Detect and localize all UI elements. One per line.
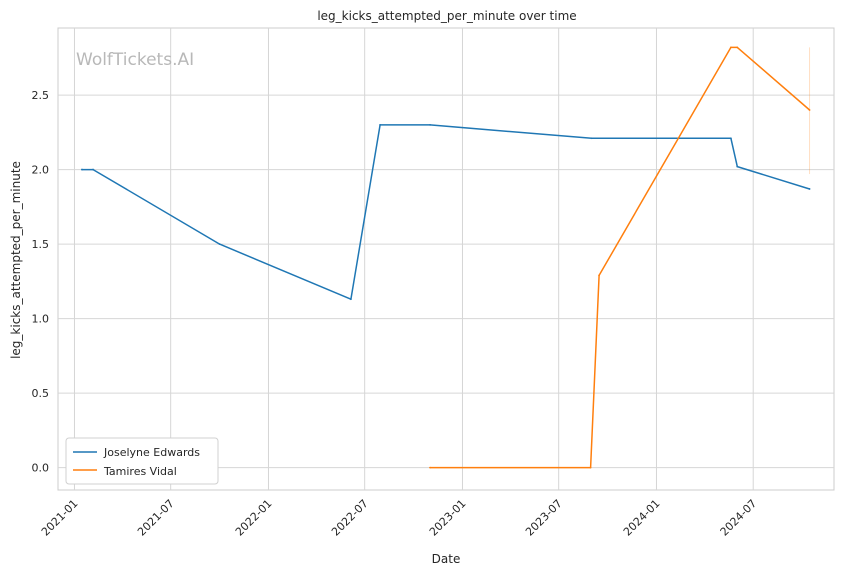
legend-box bbox=[65, 437, 219, 485]
data-point bbox=[808, 109, 811, 111]
x-tick-label: 2024-01 bbox=[621, 497, 663, 539]
y-tick-label: 1.5 bbox=[32, 238, 50, 251]
data-point bbox=[429, 466, 431, 469]
data-point bbox=[590, 137, 593, 140]
legend-label-joselyne: Joselyne Edwards bbox=[103, 446, 200, 459]
plot-area bbox=[57, 27, 835, 491]
grid-lines bbox=[58, 28, 834, 490]
x-tick-label: 2023-07 bbox=[523, 497, 565, 539]
chart-title: leg_kicks_attempted_per_minute over time bbox=[317, 9, 576, 23]
y-tick-label: 0.0 bbox=[32, 462, 50, 475]
legend: Joselyne Edwards Tamires Vidal bbox=[65, 437, 219, 485]
data-point bbox=[379, 123, 381, 126]
x-tick-label: 2024-07 bbox=[718, 497, 760, 539]
data-point bbox=[218, 243, 221, 245]
data-point bbox=[808, 188, 811, 190]
x-tick-label: 2022-01 bbox=[233, 497, 275, 539]
data-point bbox=[736, 165, 739, 168]
series-line-1 bbox=[430, 46, 811, 469]
data-point bbox=[598, 274, 600, 277]
data-point bbox=[92, 168, 94, 171]
x-axis-label: Date bbox=[432, 552, 461, 566]
x-tick-label: 2021-07 bbox=[135, 497, 177, 539]
data-point bbox=[729, 46, 732, 49]
y-tick-label: 2.0 bbox=[32, 164, 50, 177]
series-lines bbox=[81, 46, 811, 469]
y-axis-label: leg_kicks_attempted_per_minute bbox=[9, 161, 23, 359]
data-point bbox=[429, 123, 431, 126]
data-point bbox=[349, 298, 352, 301]
y-tick-label: 1.0 bbox=[32, 313, 50, 326]
legend-label-tamires: Tamires Vidal bbox=[103, 465, 177, 478]
watermark: WolfTickets.AI bbox=[76, 50, 194, 70]
data-point bbox=[81, 168, 83, 171]
y-tick-label: 0.5 bbox=[32, 387, 50, 400]
x-tick-labels: 2021-01 2021-07 2022-01 2022-07 2023-01 2023-… bbox=[39, 497, 759, 539]
x-tick-label: 2023-01 bbox=[427, 497, 469, 539]
data-point bbox=[729, 137, 732, 140]
x-tick-label: 2021-01 bbox=[39, 497, 81, 539]
series-line-0 bbox=[81, 124, 810, 300]
y-tick-labels: 0.0 0.5 1.0 1.5 2.0 2.5 bbox=[32, 89, 50, 475]
data-point bbox=[736, 46, 739, 49]
data-point bbox=[589, 466, 592, 469]
y-tick-label: 2.5 bbox=[32, 89, 50, 102]
x-tick-label: 2022-07 bbox=[329, 497, 371, 539]
